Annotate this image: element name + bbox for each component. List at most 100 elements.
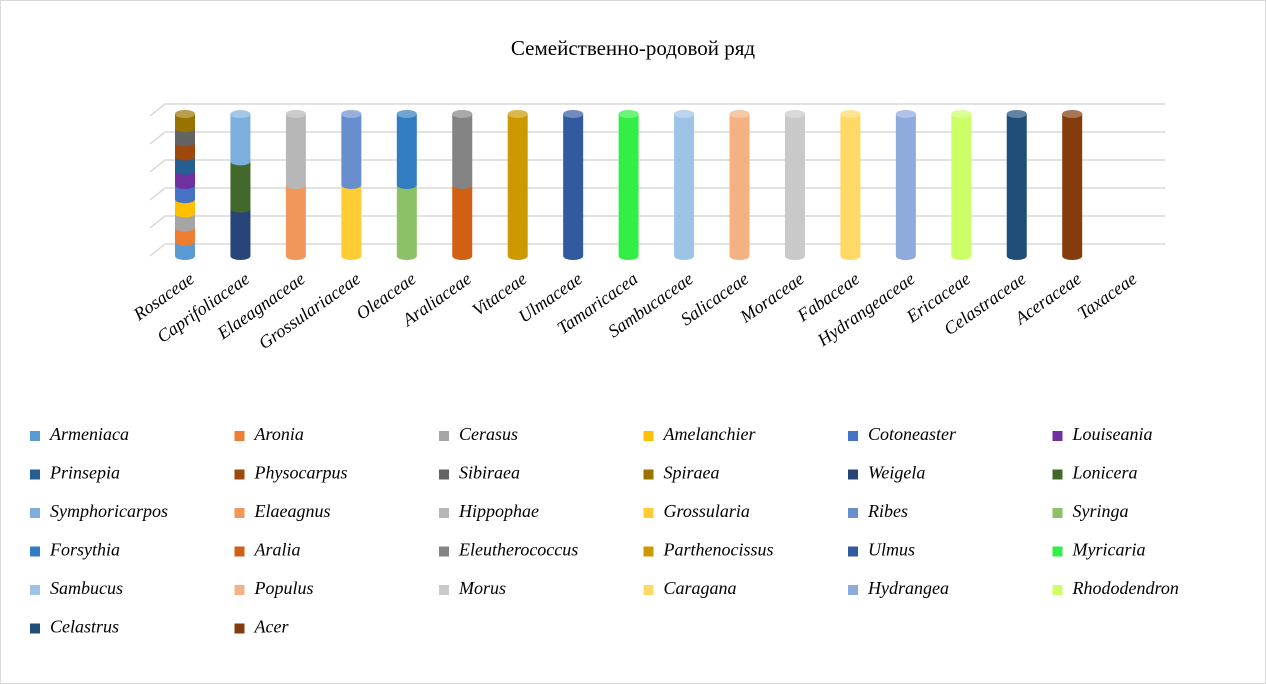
bar-segment <box>507 114 528 260</box>
legend-swatch <box>234 585 245 595</box>
legend-swatch <box>30 585 40 595</box>
legend-swatch <box>1052 431 1063 441</box>
bar-segment <box>230 114 251 166</box>
cylinder-cap-shine <box>951 110 972 118</box>
cylinder-cap <box>507 110 528 118</box>
cylinder-cap <box>285 110 306 118</box>
legend-swatch <box>643 469 654 480</box>
legend-swatch <box>234 508 245 518</box>
legend-label: Ulmus <box>868 540 915 560</box>
bar-segment <box>396 114 417 189</box>
legend-swatch <box>439 546 449 557</box>
legend-label: Cotoneaster <box>868 424 957 444</box>
cylinder-cap-shine <box>175 110 195 118</box>
legend-label: Rhododendron <box>1072 578 1179 598</box>
bar-segment <box>396 185 417 260</box>
bar-segment <box>452 114 473 189</box>
legend-label: Symphoricarpos <box>50 501 168 521</box>
bar-segment <box>674 114 695 260</box>
cylinder-cap-shine <box>1062 110 1083 118</box>
cylinder-cap-shine <box>563 110 584 118</box>
legend-swatch <box>643 546 654 557</box>
cylinder-cap <box>951 110 972 118</box>
legend-swatch <box>643 508 654 518</box>
legend-swatch <box>1052 546 1063 557</box>
legend-label: Myricaria <box>1072 540 1146 560</box>
cylinder-cap <box>1006 110 1027 118</box>
legend-swatch <box>30 508 40 518</box>
legend-swatch <box>234 431 245 441</box>
bar-segment <box>175 213 195 232</box>
legend-label: Elaeagnus <box>254 501 331 521</box>
legend-label: Spiraea <box>664 463 720 483</box>
bar-segment <box>341 114 362 189</box>
grid-line <box>149 243 1165 257</box>
bar-segment <box>285 185 306 260</box>
bar-segment <box>452 185 473 260</box>
legend-label: Armeniaca <box>49 424 129 444</box>
cylinder-cap <box>396 110 417 118</box>
legend-swatch <box>848 585 858 595</box>
cylinder-cap <box>175 110 195 118</box>
grid-line <box>149 159 1165 173</box>
legend-label: Prinsepia <box>49 463 120 483</box>
legend-label: Eleutherococcus <box>458 540 578 560</box>
legend-label: Populus <box>254 578 314 598</box>
cylinder-cap <box>784 110 805 118</box>
legend-swatch <box>1052 585 1063 595</box>
legend-label: Aronia <box>254 424 304 444</box>
legend-label: Caragana <box>664 578 737 598</box>
cylinder-cap-shine <box>507 110 528 118</box>
bar-segment <box>729 114 750 260</box>
cylinder-cap-shine <box>674 110 695 118</box>
legend-swatch <box>30 431 40 441</box>
grid-line <box>149 131 1165 145</box>
cylinder-cap <box>618 110 639 118</box>
cylinder-cap-shine <box>285 110 306 118</box>
bar-segment <box>951 114 972 260</box>
legend-swatch <box>643 431 654 441</box>
legend-swatch <box>234 546 245 557</box>
cylinder-cap-shine <box>396 110 417 118</box>
bar-segment <box>563 114 584 260</box>
legend-swatch <box>848 431 858 441</box>
legend-label: Lonicera <box>1072 463 1138 483</box>
cylinder-cap <box>563 110 584 118</box>
grid-line <box>149 103 1165 117</box>
bar-segment <box>784 114 805 260</box>
bar-segment <box>175 114 195 133</box>
legend-swatch <box>234 469 245 480</box>
legend-label: Amelanchier <box>663 424 757 444</box>
bar-segment <box>341 185 362 260</box>
chart-title: Семейственно-родовой ряд <box>511 36 756 60</box>
bar-segment <box>1062 114 1083 260</box>
legend-swatch <box>643 585 654 595</box>
legend-swatch <box>848 508 858 518</box>
legend-label: Louiseania <box>1072 424 1153 444</box>
bar-segment <box>175 185 195 204</box>
legend-swatch <box>1052 469 1063 480</box>
legend-swatch <box>30 469 40 480</box>
bar-segment <box>175 199 195 218</box>
legend-label: Weigela <box>868 463 925 483</box>
bar-segment <box>618 114 639 260</box>
legend-label: Acer <box>254 617 290 637</box>
legend-label: Grossularia <box>664 501 750 521</box>
cylinder-cap <box>840 110 861 118</box>
cylinder-cap-shine <box>840 110 861 118</box>
bar-segment <box>840 114 861 260</box>
legend-swatch <box>848 469 858 480</box>
bar-segment <box>230 208 251 260</box>
grid-line <box>149 215 1165 229</box>
bar-segment <box>175 227 195 246</box>
bar-segment <box>1006 114 1027 260</box>
legend-label: Parthenocissus <box>663 540 774 560</box>
bar-segment <box>175 170 195 189</box>
legend-label: Sambucus <box>50 578 123 598</box>
legend-label: Syringa <box>1073 501 1129 521</box>
legend-swatch <box>30 623 40 634</box>
cylinder-cap <box>230 110 251 119</box>
legend-label: Cerasus <box>459 424 518 444</box>
legend-label: Forsythia <box>49 540 120 560</box>
cylinder-cap-shine <box>230 110 251 119</box>
